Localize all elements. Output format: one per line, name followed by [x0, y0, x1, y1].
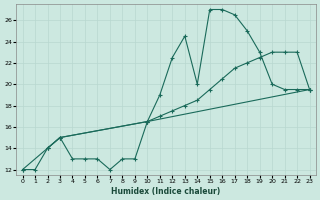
X-axis label: Humidex (Indice chaleur): Humidex (Indice chaleur) — [111, 187, 221, 196]
